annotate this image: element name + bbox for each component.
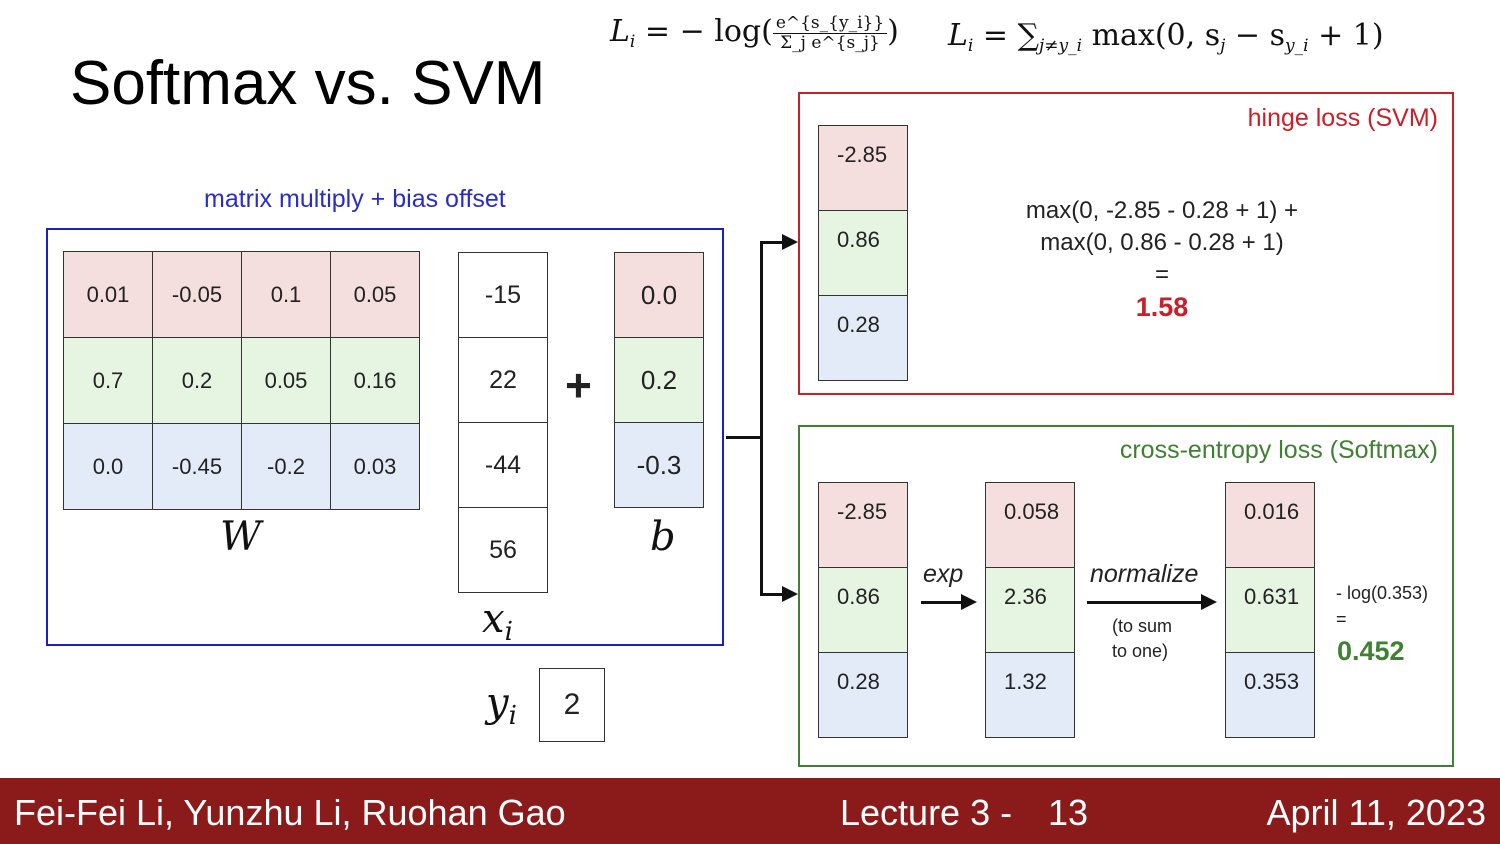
- normalize-arrow-head: [1201, 594, 1217, 610]
- connector-line: [726, 436, 762, 439]
- w-cell: 0.01: [63, 251, 153, 338]
- connector-to-svm: [760, 241, 784, 244]
- y-label-sub: i: [508, 701, 517, 731]
- formula-numerator: e^{s_{y_i}}: [772, 14, 888, 34]
- svm-label: hinge loss (SVM): [1247, 104, 1438, 132]
- connector-to-softmax: [760, 593, 784, 596]
- softmax-exp-cell: 0.058: [985, 482, 1075, 568]
- formula-denominator: Σ_j e^{s_j}: [780, 32, 880, 53]
- formula-s-sub: j: [1220, 36, 1226, 56]
- y-value-box: 2: [539, 668, 605, 742]
- formula-lhs-sub: i: [629, 32, 636, 53]
- linear-box: [46, 228, 724, 646]
- softmax-score-cell: -2.85: [818, 482, 908, 568]
- formula-eq: = ∑: [973, 18, 1039, 53]
- footer-authors: Fei-Fei Li, Yunzhu Li, Ruohan Gao: [14, 792, 566, 833]
- w-cell: -0.45: [152, 423, 242, 510]
- w-cell: 0.03: [330, 423, 420, 510]
- svm-score-cell: 0.86: [818, 210, 908, 296]
- exp-label: exp: [923, 560, 964, 588]
- normalize-note-line2: to one): [1112, 641, 1169, 661]
- svm-box: [798, 92, 1454, 395]
- b-label: b: [650, 514, 676, 560]
- w-cell: 0.16: [330, 337, 420, 424]
- x-label-name: x: [482, 596, 505, 642]
- linear-label: matrix multiply + bias offset: [204, 185, 506, 213]
- softmax-label: cross-entropy loss (Softmax): [1119, 436, 1438, 464]
- x-cell: 56: [458, 507, 548, 593]
- softmax-prob-cell: 0.631: [1225, 567, 1315, 653]
- softmax-prob-cell: 0.016: [1225, 482, 1315, 568]
- y-label: yi: [486, 680, 517, 731]
- footer-lecture: Lecture 3 -: [840, 792, 1013, 833]
- b-cell: -0.3: [614, 422, 704, 508]
- formula-tail: + 1): [1308, 18, 1384, 53]
- formula-sy-sub: y_i: [1284, 36, 1309, 56]
- softmax-prob-cell: 0.353: [1225, 652, 1315, 738]
- footer-date: April 11, 2023: [1266, 792, 1486, 833]
- softmax-loss-formula: Li = − log(e^{s_{y_i}} Σ_j e^{s_j}): [610, 14, 899, 52]
- softmax-calculation: - log(0.353) =: [1336, 580, 1428, 632]
- normalize-label: normalize: [1090, 560, 1199, 588]
- formula-close: ): [887, 14, 899, 50]
- svm-loss-formula: Li = ∑j≠y_i max(0, sj − sy_i + 1): [948, 18, 1384, 56]
- arrow-to-svm: [782, 234, 798, 250]
- formula-minus: − s: [1225, 18, 1285, 53]
- x-label: xi: [482, 596, 513, 647]
- w-cell: -0.05: [152, 251, 242, 338]
- w-cell: 0.05: [241, 337, 331, 424]
- svm-calc-line2: max(0, 0.86 - 0.28 + 1): [1040, 229, 1284, 256]
- softmax-score-cell: 0.86: [818, 567, 908, 653]
- w-cell: 0.0: [63, 423, 153, 510]
- softmax-score-cell: 0.28: [818, 652, 908, 738]
- exp-arrow-line: [921, 601, 963, 604]
- w-cell: -0.2: [241, 423, 331, 510]
- softmax-calc-line1: - log(0.353): [1336, 583, 1429, 603]
- softmax-result: 0.452: [1337, 636, 1405, 666]
- softmax-calc-eq: =: [1336, 609, 1347, 629]
- w-cell: 0.2: [152, 337, 242, 424]
- footer-bar: Fei-Fei Li, Yunzhu Li, Ruohan Gao Lectur…: [0, 778, 1500, 844]
- formula-lhs: L: [948, 18, 968, 53]
- connector-vertical: [760, 241, 763, 596]
- footer-page: 13: [1048, 792, 1089, 833]
- w-cell: 0.7: [63, 337, 153, 424]
- svm-result: 1.58: [1135, 292, 1189, 322]
- w-cell: 0.1: [241, 251, 331, 338]
- svm-calc-eq: =: [1154, 261, 1169, 288]
- formula-lhs-sub: i: [967, 36, 974, 56]
- normalize-note-line1: (to sum: [1112, 616, 1173, 636]
- slide-title: Softmax vs. SVM: [70, 49, 546, 118]
- exp-arrow-head: [961, 594, 977, 610]
- x-cell: -15: [458, 252, 548, 338]
- softmax-exp-cell: 2.36: [985, 567, 1075, 653]
- formula-sum-sub: j≠y_i: [1038, 36, 1083, 56]
- b-cell: 0.2: [614, 337, 704, 423]
- w-cell: 0.05: [330, 251, 420, 338]
- svm-calculation: max(0, -2.85 - 0.28 + 1) + max(0, 0.86 -…: [962, 195, 1362, 323]
- x-cell: -44: [458, 422, 548, 508]
- svm-score-cell: 0.28: [818, 295, 908, 381]
- svm-calc-line1: max(0, -2.85 - 0.28 + 1) +: [1025, 197, 1299, 224]
- normalize-arrow-line: [1087, 601, 1203, 604]
- formula-eq: = − log(: [635, 14, 773, 50]
- formula-body: max(0, s: [1082, 18, 1221, 53]
- formula-lhs: L: [610, 14, 630, 50]
- softmax-box: [798, 425, 1454, 767]
- softmax-exp-cell: 1.32: [985, 652, 1075, 738]
- w-label: W: [220, 514, 262, 560]
- normalize-note: (to sum to one): [1112, 614, 1172, 664]
- x-cell: 22: [458, 337, 548, 423]
- plus-sign: +: [565, 359, 592, 411]
- svm-score-cell: -2.85: [818, 125, 908, 211]
- arrow-to-softmax: [782, 586, 798, 602]
- formula-fraction: e^{s_{y_i}} Σ_j e^{s_j}: [772, 14, 888, 53]
- b-cell: 0.0: [614, 252, 704, 338]
- y-label-name: y: [486, 680, 509, 726]
- x-label-sub: i: [504, 617, 513, 647]
